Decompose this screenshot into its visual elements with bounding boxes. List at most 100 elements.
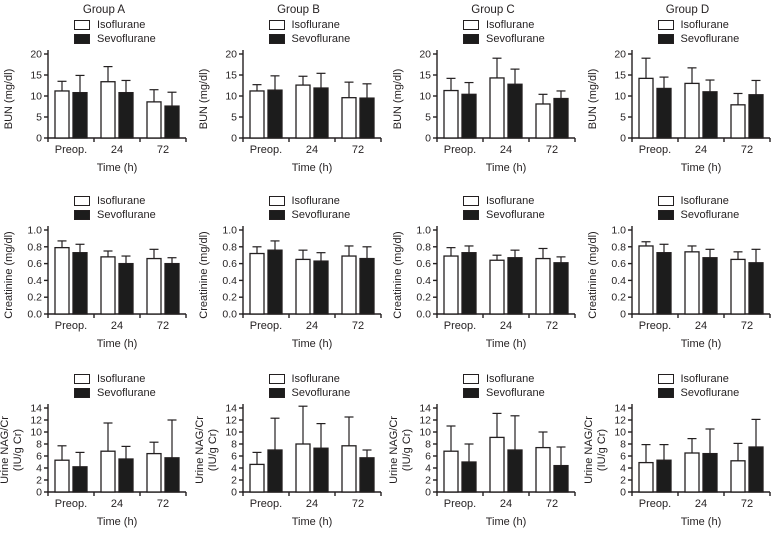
y-tick-label: 0.2: [222, 292, 237, 304]
bar-isoflurane: [340, 97, 357, 139]
legend-item-isoflurane: Isoflurane: [463, 372, 584, 386]
legend-item-isoflurane: Isoflurane: [268, 18, 390, 32]
subplot-creatinine-group-a: Isoflurane Sevoflurane 0.0 0.2 0.4 0.6 0.8 1.0 P…: [0, 178, 195, 356]
y-tick-label: 10: [614, 91, 626, 103]
bar-sevoflurane: [312, 447, 329, 493]
y-axis-label: BUN (mg/dl): [198, 69, 210, 130]
y-tick-label: 8: [36, 439, 42, 451]
sevoflurane-swatch-icon: [463, 388, 479, 398]
x-category-label: 24: [111, 498, 123, 510]
y-axis-label: Creatinine (mg/dl): [392, 231, 404, 318]
y-axis-label: Urine NAG/Cr: [195, 416, 206, 484]
y-tick-label: 14: [225, 403, 237, 415]
y-tick-label: 2: [36, 475, 42, 487]
bar-sevoflurane: [72, 91, 88, 139]
x-category-label: 24: [500, 144, 512, 156]
y-axis-label: BUN (mg/dl): [587, 69, 599, 130]
bar-isoflurane: [443, 89, 459, 139]
legend: Isoflurane Sevoflurane: [657, 372, 778, 400]
bar-sevoflurane: [553, 97, 569, 139]
legend-label: Sevoflurane: [680, 33, 740, 45]
y-tick-label: 0.4: [27, 275, 42, 287]
x-category-label: 72: [157, 498, 169, 510]
y-tick-label: 5: [231, 112, 237, 124]
x-category-label: 24: [694, 498, 706, 510]
bar-sevoflurane: [655, 252, 672, 315]
legend-item-isoflurane: Isoflurane: [74, 18, 195, 32]
legend-label: Sevoflurane: [486, 387, 545, 399]
y-axis-label: BUN (mg/dl): [3, 69, 15, 130]
x-category-label: 72: [351, 144, 363, 156]
x-category-label: Preop.: [638, 320, 670, 332]
subplot-urine-nag-cr-group-b: Isoflurane Sevoflurane 0 2 4 6 8 10 12 14 Preop. 24…: [195, 356, 390, 534]
bar-sevoflurane: [72, 252, 88, 315]
y-tick-label: 0: [620, 487, 626, 499]
legend: Isoflurane Sevoflurane: [268, 372, 390, 400]
x-axis-label: Time (h): [291, 338, 332, 350]
bar-chart-creatinine-group-a: 0.0 0.2 0.4 0.6 0.8 1.0 Preop. 24 72 Creatinine (…: [3, 225, 187, 350]
sevoflurane-swatch-icon: [268, 388, 285, 398]
legend-label: Isoflurane: [680, 195, 729, 207]
y-tick-label: 0: [36, 487, 42, 499]
x-axis-label: Time (h): [680, 338, 721, 350]
subplot-creatinine-group-d: Isoflurane Sevoflurane 0 0.2 0.4 0.6 0.8 1.0 Pre…: [584, 178, 778, 356]
y-tick-label: 6: [425, 451, 431, 463]
legend-item-sevoflurane: Sevoflurane: [74, 386, 195, 400]
bar-sevoflurane: [266, 249, 283, 315]
y-tick-label: 0.8: [222, 241, 237, 253]
y-tick-label: 5: [425, 112, 431, 124]
legend: Isoflurane Sevoflurane: [74, 194, 195, 222]
sevoflurane-swatch-icon: [463, 34, 479, 44]
isoflurane-swatch-icon: [268, 374, 285, 384]
y-tick-label: 20: [225, 49, 237, 61]
bar-sevoflurane: [118, 91, 134, 139]
bar-isoflurane: [443, 450, 459, 493]
bar-isoflurane: [729, 460, 746, 493]
legend-item-isoflurane: Isoflurane: [657, 194, 778, 208]
bar-isoflurane: [637, 77, 654, 139]
y-axis-label: Creatinine (mg/dl): [3, 231, 15, 318]
y-tick-label: 10: [30, 427, 42, 439]
y-tick-label: 4: [620, 463, 626, 475]
legend-label: Sevoflurane: [97, 387, 156, 399]
bar-isoflurane: [294, 443, 311, 493]
legend-label: Sevoflurane: [291, 33, 351, 45]
y-tick-label: 0.8: [416, 241, 431, 253]
legend-label: Isoflurane: [680, 19, 729, 31]
y-tick-label: 0.0: [416, 309, 431, 321]
bar-isoflurane: [100, 450, 116, 493]
legend-item-sevoflurane: Sevoflurane: [463, 32, 584, 46]
x-axis-label: Time (h): [97, 162, 138, 174]
x-category-label: 72: [740, 320, 752, 332]
x-category-label: Preop.: [638, 144, 670, 156]
legend-label: Sevoflurane: [680, 387, 740, 399]
y-tick-label: 0.4: [416, 275, 431, 287]
bar-sevoflurane: [358, 457, 375, 493]
x-category-label: Preop.: [55, 498, 87, 510]
y-tick-label: 4: [425, 463, 431, 475]
y-tick-label: 8: [425, 439, 431, 451]
y-tick-label: 6: [620, 451, 626, 463]
y-axis-label: (IU/g Cr): [207, 429, 219, 471]
y-tick-label: 0.0: [222, 309, 237, 321]
legend-item-isoflurane: Isoflurane: [268, 194, 390, 208]
legend-item-isoflurane: Isoflurane: [268, 372, 390, 386]
x-category-label: 72: [351, 320, 363, 332]
x-category-label: Preop.: [249, 144, 281, 156]
bar-sevoflurane: [553, 464, 569, 493]
y-tick-label: 1.0: [222, 225, 237, 237]
bar-isoflurane: [248, 252, 265, 315]
legend-label: Sevoflurane: [291, 387, 351, 399]
y-tick-label: 10: [419, 427, 431, 439]
bar-sevoflurane: [164, 105, 180, 139]
bar-isoflurane: [340, 445, 357, 493]
sevoflurane-swatch-icon: [463, 210, 479, 220]
bar-chart-creatinine-group-b: 0.0 0.2 0.4 0.6 0.8 1.0 Preop. 24 72 Creatinine (…: [198, 225, 382, 350]
sevoflurane-swatch-icon: [657, 34, 674, 44]
y-tick-label: 0: [620, 133, 626, 145]
x-axis-label: Time (h): [291, 162, 332, 174]
x-category-label: 24: [111, 320, 123, 332]
bar-isoflurane: [248, 463, 265, 493]
